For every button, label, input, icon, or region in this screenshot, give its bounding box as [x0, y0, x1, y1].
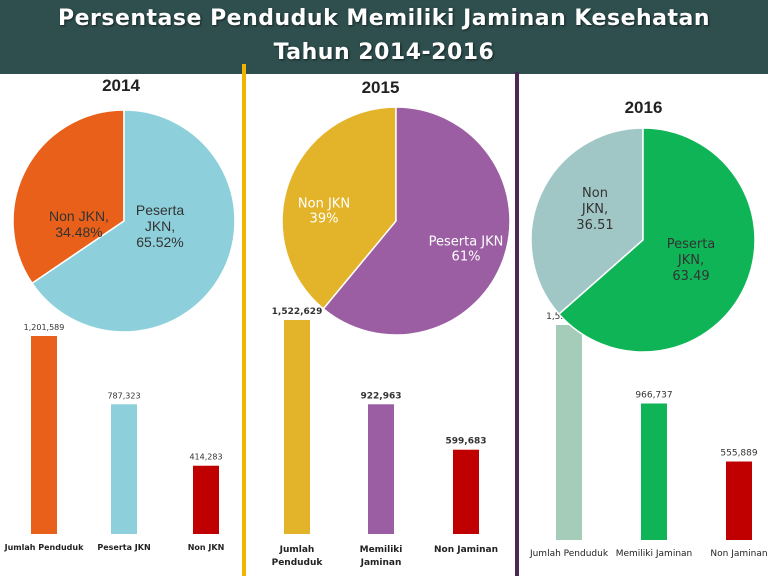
- pie-label-2016-2: Peserta JKN, 63.49: [667, 237, 716, 284]
- chart-2016: 1,522,626Jumlah Penduduk966,737Memiliki …: [529, 127, 768, 559]
- bar-2015-3: [453, 449, 479, 534]
- panel-2015: 2015 Non JKN 39% Peserta JKN 61% 1,522,629 Ju…: [246, 0, 515, 576]
- divider-2015-2016: [515, 72, 519, 576]
- banner-title: Persentase Penduduk Memiliki Jaminan Kes…: [57, 6, 711, 31]
- bar-value-label-2015-1: 1,522,629: [272, 307, 323, 317]
- bar-value-label-2016-3: 555,889: [720, 449, 757, 459]
- panel-2014: 2014 Non JKN, 34.48% Peserta JKN, 65.52% 1,20…: [0, 0, 242, 576]
- bar-category-label-2016-3: Non Jaminan: [710, 549, 767, 559]
- bar-category-label-2016-1: Jumlah Penduduk: [529, 549, 609, 559]
- pie-group-2015: [281, 106, 511, 336]
- pie-label-2014-2: Peserta JKN, 65.52%: [136, 202, 184, 250]
- bar-2014-1: [31, 336, 57, 534]
- pie-slice-2015-1: [281, 106, 397, 310]
- pie-group-2016: [530, 127, 756, 353]
- bar-2014-3: [193, 465, 219, 534]
- bar-value-label-2014-3: 414,283: [189, 453, 222, 462]
- bar-value-label-2014-2: 787,323: [107, 391, 140, 400]
- banner-subtitle: Tahun 2014-2016: [273, 40, 495, 65]
- bar-2016-1: [556, 325, 582, 540]
- bar-value-label-2015-3: 599,683: [446, 437, 487, 447]
- pie-label-2015-1: Non JKN 39%: [298, 197, 350, 227]
- bar-value-label-2015-2: 922,963: [361, 391, 402, 401]
- pie-label-2014-1: Non JKN, 34.48%: [49, 208, 109, 240]
- bar-value-label-2014-1: 1,201,589: [24, 323, 65, 332]
- bar-group-2016: 1,522,626Jumlah Penduduk966,737Memiliki …: [529, 312, 768, 559]
- pie-slice-2014-1: [12, 109, 125, 285]
- pie-group-2014: [12, 109, 236, 333]
- pie-label-2016-1: Non JKN, 36.51: [576, 186, 613, 233]
- pie-label-2015-2: Peserta JKN 61%: [429, 235, 504, 265]
- bar-category-label-2016-2: Memiliki Jaminan: [616, 549, 693, 559]
- pie-labels-2015: Non JKN 39% Peserta JKN 61%: [298, 197, 503, 265]
- bar-category-label-2014-2: Peserta JKN: [97, 543, 150, 552]
- pie-slice-2015-2: [322, 106, 511, 336]
- bar-2016-3: [726, 461, 752, 540]
- bar-value-label-2016-2: 966,737: [635, 390, 672, 400]
- year-title-2014: 2014: [102, 76, 140, 95]
- bar-2015-1: [284, 320, 310, 534]
- pie-slice-2014-2: [31, 109, 236, 333]
- pie-labels-2016: Non JKN, 36.51 Peserta JKN, 63.49: [576, 186, 715, 284]
- bar-category-label-2015-2: Memiliki Jaminan: [360, 545, 403, 568]
- bar-2016-2: [641, 403, 667, 540]
- bar-2015-2: [368, 404, 394, 534]
- chart-2014: Non JKN, 34.48% Peserta JKN, 65.52% 1,201,589…: [4, 109, 236, 552]
- year-title-2016: 2016: [624, 98, 663, 117]
- panel-2016: 2016 1,522,626Jumlah Penduduk966,737Memi…: [519, 0, 768, 576]
- title-banner: Persentase Penduduk Memiliki Jaminan Kes…: [0, 0, 768, 74]
- bar-2014-2: [111, 404, 137, 534]
- pie-labels-2014: Non JKN, 34.48% Peserta JKN, 65.52%: [49, 202, 184, 250]
- bar-group-2015: 1,522,629 Jumlah Penduduk 922,963 Memiliki Ja…: [272, 307, 498, 568]
- year-title-2015: 2015: [361, 78, 400, 97]
- pie-slice-2016-2: [557, 127, 756, 353]
- bar-category-label-2014-1: Jumlah Penduduk: [4, 543, 84, 552]
- bar-category-label-2015-1: Jumlah Penduduk: [272, 545, 324, 568]
- chart-2015: Non JKN 39% Peserta JKN 61% 1,522,629 Jumlah P…: [272, 106, 511, 568]
- bar-group-2014: 1,201,589 Jumlah Penduduk 787,323 Peserta J…: [4, 323, 225, 552]
- bar-category-label-2015-3: Non Jaminan: [434, 545, 498, 555]
- bar-category-label-2014-3: Non JKN: [188, 543, 225, 552]
- divider-2014-2015: [242, 64, 246, 576]
- pie-slice-2016-1: [530, 127, 644, 316]
